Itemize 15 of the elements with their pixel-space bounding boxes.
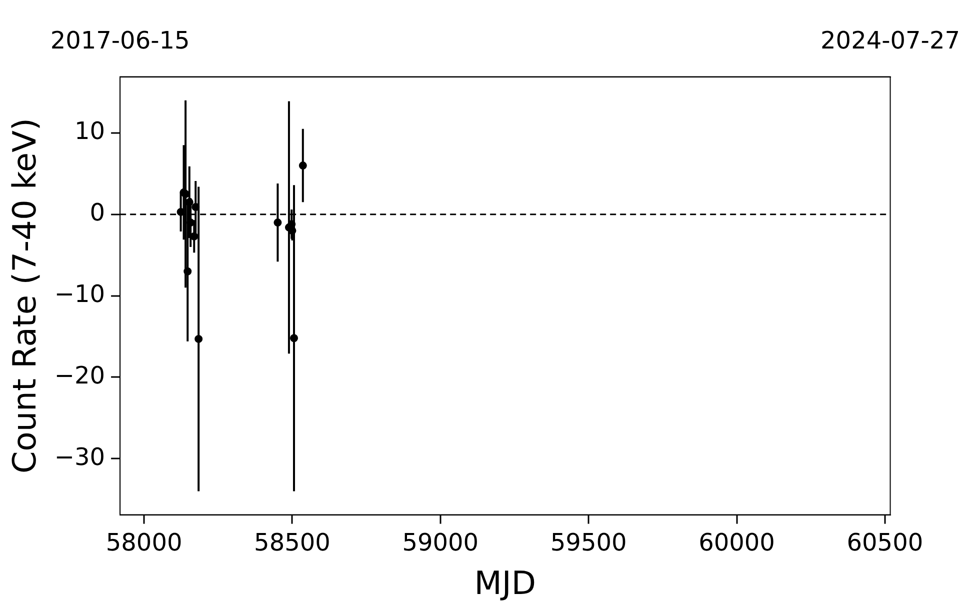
x-tick-label: 60000 [698,528,775,556]
x2-tick-label: 2017-06-15 [50,26,190,55]
x-tick-label: 58000 [106,528,182,556]
y-tick-label: −10 [54,280,106,308]
y-tick-label: 10 [74,117,106,146]
x-tick-label: 59500 [550,528,627,556]
x2-tick-label: 2024-07-27 [820,26,960,55]
x-tick-label: 59000 [402,528,479,556]
y-tick-label: 0 [90,198,106,227]
y-tick-label: −20 [54,361,106,390]
x-tick-label: 58500 [254,528,330,556]
y-axis-title: Count Rate (7-40 keV) [6,118,44,474]
y-tick-label: −30 [54,442,106,471]
x-axis-title: MJD [474,564,536,602]
x-tick-label: 60500 [846,528,924,556]
